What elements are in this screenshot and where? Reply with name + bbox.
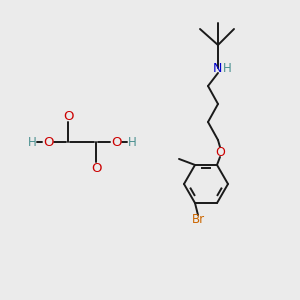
Text: O: O <box>91 161 101 175</box>
Text: O: O <box>215 146 225 158</box>
Text: H: H <box>128 136 136 148</box>
Text: O: O <box>43 136 53 148</box>
Text: O: O <box>111 136 121 148</box>
Text: H: H <box>223 61 231 74</box>
Text: N: N <box>212 61 222 74</box>
Text: Br: Br <box>191 213 205 226</box>
Text: O: O <box>63 110 73 122</box>
Text: H: H <box>28 136 36 148</box>
